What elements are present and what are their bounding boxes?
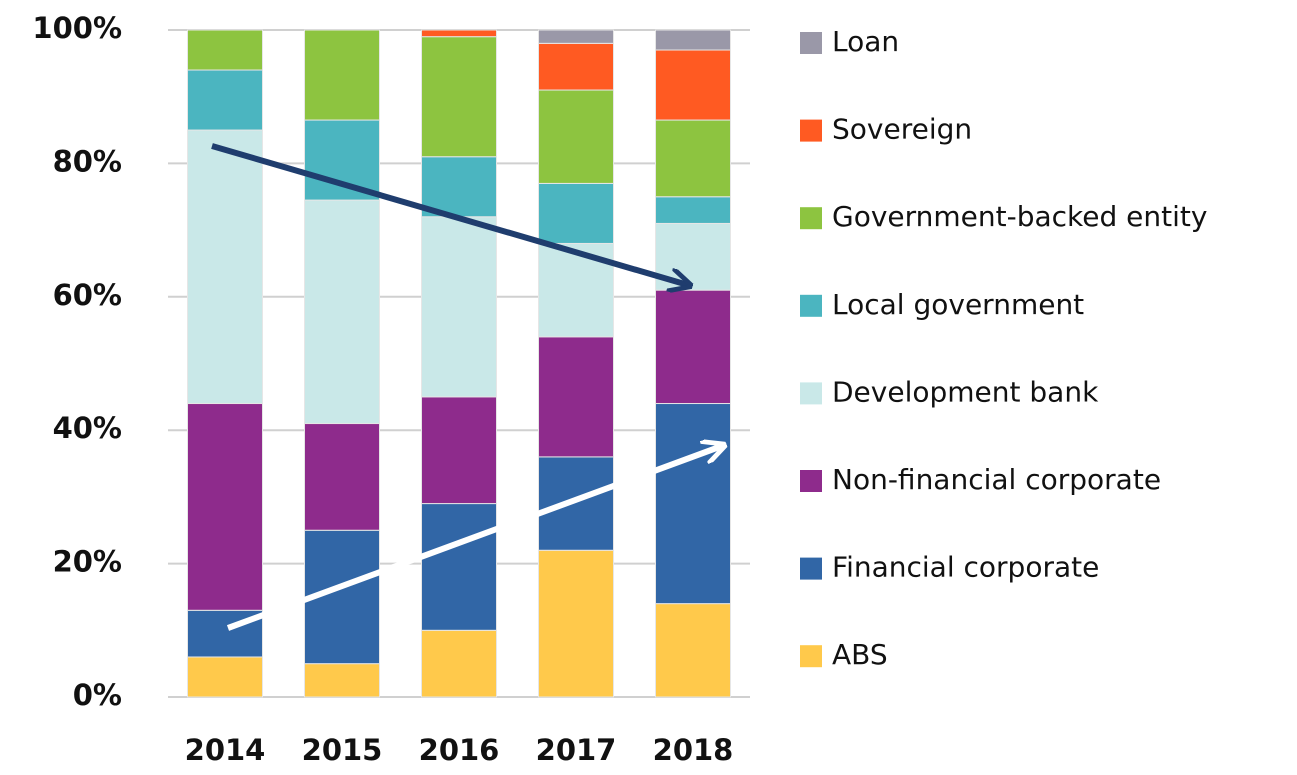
x-tick-label: 2018 — [653, 733, 734, 767]
bar-segment — [188, 657, 263, 697]
bar-segment — [539, 337, 614, 457]
legend-label: Sovereign — [832, 113, 972, 146]
legend-swatch — [800, 558, 822, 580]
legend-swatch — [800, 295, 822, 317]
x-tick-label: 2017 — [536, 733, 617, 767]
y-tick-label: 80% — [53, 144, 122, 178]
bar-segment — [539, 30, 614, 43]
legend-label: Non-financial corporate — [832, 463, 1161, 496]
legend-label: Loan — [832, 25, 899, 58]
bar-segment — [305, 120, 380, 200]
bar-segment — [539, 550, 614, 697]
chart: 0% 20% 40% 60% 80% 100% 2014 2015 2016 2017 2018 AB… — [0, 0, 1297, 775]
bar-segment — [422, 217, 497, 397]
bar-segment — [188, 30, 263, 70]
x-tick-label: 2015 — [302, 733, 383, 767]
bar-segment — [188, 130, 263, 403]
bar-segment — [422, 630, 497, 697]
bar-segment — [656, 197, 731, 224]
bar-segment — [422, 504, 497, 631]
legend-label: Local government — [832, 288, 1084, 321]
bar-segment — [305, 30, 380, 120]
y-tick-label: 60% — [53, 278, 122, 312]
legend-swatch — [800, 470, 822, 492]
bar-segment — [422, 397, 497, 504]
legend-swatch — [800, 120, 822, 142]
legend-label: ABS — [832, 638, 888, 671]
bar-segment — [188, 70, 263, 130]
bar-segment — [656, 404, 731, 604]
y-tick-label: 100% — [32, 11, 122, 45]
bar-segment — [539, 457, 614, 550]
bar-segment — [305, 424, 380, 531]
bar-segment — [656, 30, 731, 50]
bar-segment — [656, 290, 731, 403]
legend-swatch — [800, 382, 822, 404]
bar-segment — [539, 183, 614, 243]
x-tick-label: 2016 — [419, 733, 500, 767]
bar-segment — [305, 664, 380, 697]
bar-segment — [188, 404, 263, 611]
bar-segment — [422, 37, 497, 157]
bar-segment — [305, 200, 380, 423]
bar-segment — [656, 120, 731, 197]
legend-label: Financial corporate — [832, 551, 1099, 584]
legend-label: Development bank — [832, 375, 1099, 408]
x-tick-label: 2014 — [185, 733, 266, 767]
legend-label: Government-backed entity — [832, 200, 1207, 233]
bar-segment — [656, 604, 731, 697]
bar-segment — [422, 30, 497, 37]
y-tick-label: 40% — [53, 411, 122, 445]
bar-segment — [656, 50, 731, 120]
legend-swatch — [800, 645, 822, 667]
legend-swatch — [800, 32, 822, 54]
bar-segment — [539, 43, 614, 90]
legend-swatch — [800, 207, 822, 229]
y-tick-label: 0% — [73, 678, 122, 712]
bar-segment — [539, 90, 614, 183]
y-tick-label: 20% — [53, 545, 122, 579]
